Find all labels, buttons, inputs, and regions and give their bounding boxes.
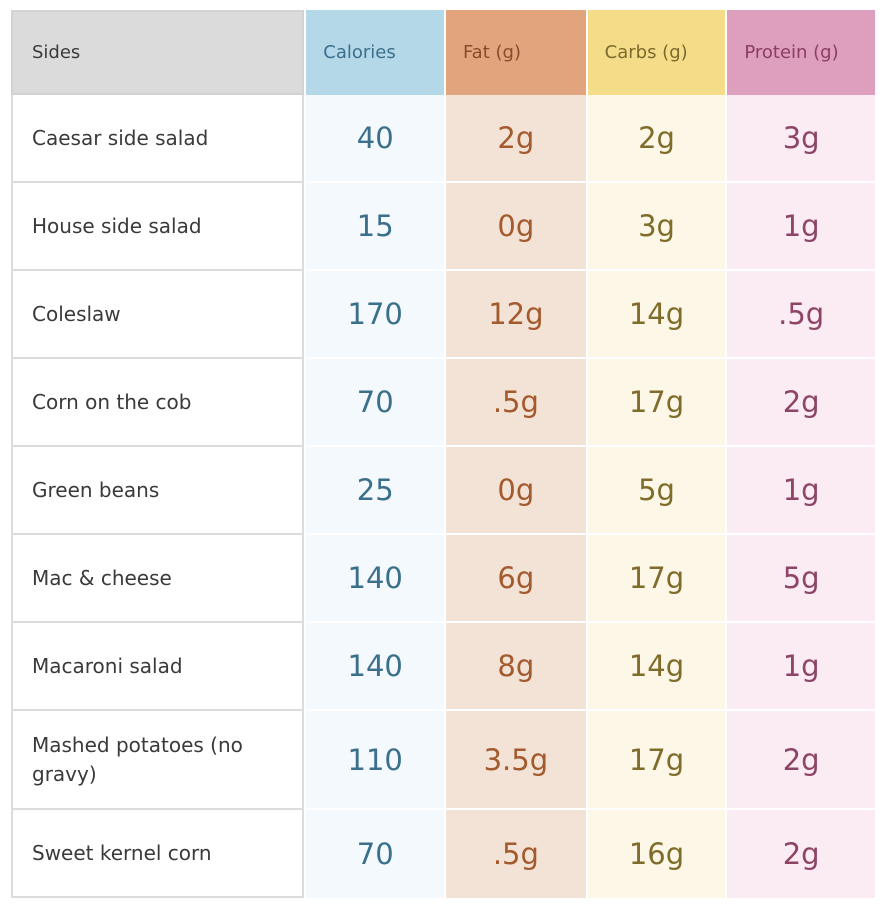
carbs-cell: 17g [587, 711, 726, 810]
header-protein: Protein (g) [727, 10, 875, 95]
calories-cell: 25 [306, 447, 445, 535]
calories-cell: 70 [306, 359, 445, 447]
fat-cell: 6g [446, 535, 586, 623]
table-row: House side salad 15 0g 3g 1g [11, 183, 875, 271]
table-row: Coleslaw 170 12g 14g .5g [11, 271, 875, 359]
protein-cell: 5g [727, 535, 875, 623]
fat-cell: 0g [446, 183, 586, 271]
table-row: Sweet kernel corn 70 .5g 16g 2g [11, 810, 875, 898]
calories-cell: 70 [306, 810, 445, 898]
protein-cell: 2g [727, 711, 875, 810]
protein-cell: 1g [727, 183, 875, 271]
fat-cell: 0g [446, 447, 586, 535]
fat-cell: 12g [446, 271, 586, 359]
side-name-cell: Green beans [11, 447, 305, 535]
nutrition-table: Sides Calories Fat (g) Carbs (g) Protein… [11, 10, 875, 898]
fat-cell: .5g [446, 359, 586, 447]
carbs-cell: 14g [587, 623, 726, 711]
protein-cell: 1g [727, 447, 875, 535]
table-row: Mac & cheese 140 6g 17g 5g [11, 535, 875, 623]
side-name-cell: Mac & cheese [11, 535, 305, 623]
table-header-row: Sides Calories Fat (g) Carbs (g) Protein… [11, 10, 875, 95]
protein-cell: 2g [727, 810, 875, 898]
calories-cell: 15 [306, 183, 445, 271]
side-name-cell: Mashed potatoes (no gravy) [11, 711, 305, 810]
header-carbs: Carbs (g) [587, 10, 726, 95]
fat-cell: .5g [446, 810, 586, 898]
carbs-cell: 2g [587, 95, 726, 183]
carbs-cell: 3g [587, 183, 726, 271]
protein-cell: 1g [727, 623, 875, 711]
table-row: Macaroni salad 140 8g 14g 1g [11, 623, 875, 711]
side-name-cell: Coleslaw [11, 271, 305, 359]
calories-cell: 110 [306, 711, 445, 810]
protein-cell: .5g [727, 271, 875, 359]
table-row: Green beans 25 0g 5g 1g [11, 447, 875, 535]
table-row: Corn on the cob 70 .5g 17g 2g [11, 359, 875, 447]
side-name-cell: Macaroni salad [11, 623, 305, 711]
calories-cell: 140 [306, 623, 445, 711]
side-name-cell: Corn on the cob [11, 359, 305, 447]
protein-cell: 2g [727, 359, 875, 447]
fat-cell: 8g [446, 623, 586, 711]
calories-cell: 140 [306, 535, 445, 623]
side-name-cell: House side salad [11, 183, 305, 271]
fat-cell: 3.5g [446, 711, 586, 810]
carbs-cell: 14g [587, 271, 726, 359]
carbs-cell: 5g [587, 447, 726, 535]
table-row: Mashed potatoes (no gravy) 110 3.5g 17g … [11, 711, 875, 810]
calories-cell: 40 [306, 95, 445, 183]
protein-cell: 3g [727, 95, 875, 183]
fat-cell: 2g [446, 95, 586, 183]
header-calories: Calories [306, 10, 444, 95]
side-name-cell: Sweet kernel corn [11, 810, 305, 898]
carbs-cell: 17g [587, 535, 726, 623]
table-row: Caesar side salad 40 2g 2g 3g [11, 95, 875, 183]
calories-cell: 170 [306, 271, 445, 359]
carbs-cell: 17g [587, 359, 726, 447]
side-name-cell: Caesar side salad [11, 95, 305, 183]
header-sides: Sides [11, 10, 305, 95]
carbs-cell: 16g [587, 810, 726, 898]
header-fat: Fat (g) [445, 10, 586, 95]
